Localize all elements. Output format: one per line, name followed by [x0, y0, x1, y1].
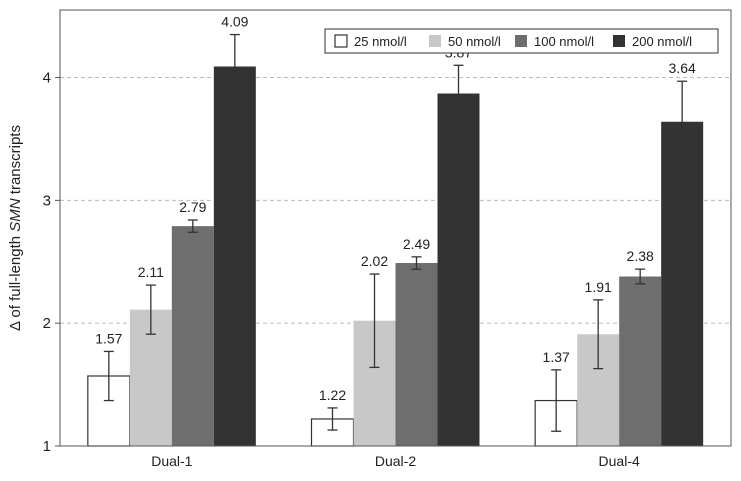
error-bar-dual-4-0	[551, 369, 562, 432]
error-bar-dual-4-2	[635, 268, 646, 285]
data-label-dual-1-0: 1.57	[95, 330, 122, 346]
legend: 25 nmol/l 50 nmol/l 100 nmol/l 200 nmol/l	[324, 28, 719, 54]
bar-dual-2-3	[437, 93, 480, 446]
data-label-dual-4-3: 3.64	[669, 60, 696, 76]
data-label-dual-1-1: 2.11	[138, 264, 164, 280]
error-bar-dual-2-0	[327, 407, 338, 431]
data-label-dual-2-0: 1.22	[319, 387, 346, 403]
legend-label: 200 nmol/l	[632, 34, 692, 49]
legend-swatch	[613, 35, 625, 47]
error-bar-dual-2-1	[369, 273, 380, 369]
error-bars	[103, 33, 688, 432]
y-tick-label-1: 2	[43, 315, 51, 332]
plot-frame	[59, 9, 732, 447]
legend-label: 25 nmol/l	[354, 34, 407, 49]
error-bar-dual-1-0	[103, 350, 114, 402]
legend-swatch	[334, 34, 348, 48]
data-label-dual-4-1: 1.91	[585, 279, 612, 295]
error-bar-dual-1-1	[145, 284, 156, 335]
y-axis-label-part-1: SMN	[7, 198, 24, 232]
error-bar-dual-4-3	[677, 80, 688, 163]
bar-dual-1-2	[171, 226, 214, 446]
error-bar-dual-1-3	[229, 33, 240, 100]
error-bar-dual-4-1	[593, 299, 604, 370]
axes: 1 2 3 4 Dual-1 Dual-2 Dual-4	[43, 70, 640, 469]
x-tick-label-dual-4: Dual-4	[599, 453, 640, 469]
data-label-dual-4-0: 1.37	[543, 349, 570, 365]
y-tick-label-2: 3	[43, 192, 51, 209]
y-tick-label-0: 1	[43, 438, 51, 455]
bar-dual-4-3	[661, 121, 704, 447]
legend-item-1: 50 nmol/l	[429, 34, 501, 49]
legend-item-2: 100 nmol/l	[515, 34, 594, 49]
error-bar-dual-2-2	[411, 256, 422, 270]
legend-label: 50 nmol/l	[448, 34, 501, 49]
data-label-dual-1-2: 2.79	[179, 199, 206, 215]
legend-swatch	[515, 35, 527, 47]
legend-item-0: 25 nmol/l	[334, 34, 407, 49]
legend-item-3: 200 nmol/l	[613, 34, 692, 49]
data-label-dual-4-2: 2.38	[627, 248, 654, 264]
y-tick-label-3: 4	[43, 70, 51, 87]
x-tick-label-dual-2: Dual-2	[375, 453, 416, 469]
bars	[87, 66, 704, 447]
x-tick-label-dual-1: Dual-1	[151, 453, 192, 469]
y-axis-label: Δ of full-length SMN transcripts	[7, 125, 24, 331]
legend-swatch	[429, 35, 441, 47]
bar-dual-4-2	[619, 276, 662, 446]
legend-label: 100 nmol/l	[534, 34, 594, 49]
data-label-dual-2-1: 2.02	[361, 253, 388, 269]
y-axis-label-part-2: transcripts	[7, 125, 24, 198]
data-label-dual-1-3: 4.09	[221, 14, 248, 30]
bar-dual-1-3	[213, 66, 256, 446]
error-bar-dual-2-3	[453, 64, 464, 123]
error-bar-dual-1-2	[187, 219, 198, 233]
data-label-dual-2-2: 2.49	[403, 236, 430, 252]
bar-dual-2-2	[395, 263, 438, 446]
y-axis-label-part-0: Δ of full-length	[7, 232, 24, 331]
